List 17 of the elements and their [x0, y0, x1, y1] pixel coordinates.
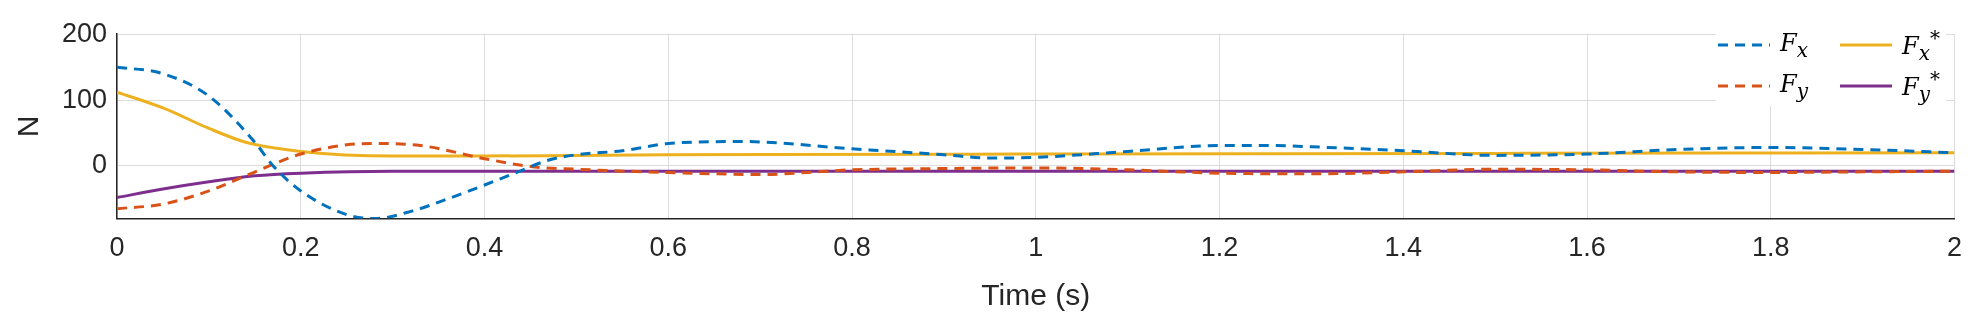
y-tick-label: 200 — [61, 17, 108, 48]
x-tick-label: 2 — [1946, 232, 1963, 263]
x-tick-label: 1.8 — [1751, 232, 1790, 263]
x-tick-label: 0.2 — [282, 232, 320, 263]
x-tick-label: 0.4 — [465, 232, 504, 263]
legend-label: F$_{x}$ — [1780, 29, 1809, 62]
legend-label: F$_{y}$ — [1780, 69, 1809, 103]
x-axis-title: Time (s) — [981, 278, 1091, 312]
x-tick-label: 1 — [1028, 232, 1044, 263]
y-axis-title: N — [11, 115, 45, 138]
x-tick-label: 1.2 — [1200, 232, 1239, 263]
x-tick-label: 0.8 — [833, 232, 871, 263]
y-tick-label: 0 — [92, 149, 108, 180]
x-tick-label: 0.6 — [649, 232, 688, 263]
x-tick-label: 1.4 — [1384, 232, 1423, 263]
y-tick-label: 100 — [61, 83, 108, 114]
x-tick-label: 1.6 — [1568, 232, 1606, 263]
